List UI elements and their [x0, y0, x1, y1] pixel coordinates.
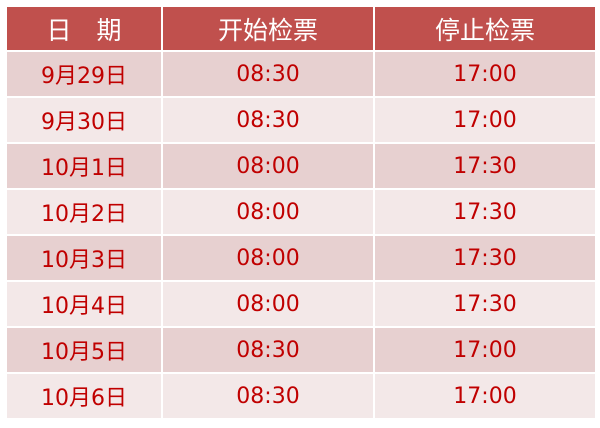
- table-row: 10月4日 08:00 17:30: [7, 282, 595, 328]
- table-row: 9月30日 08:30 17:00: [7, 98, 595, 144]
- header-stop-check: 停止检票: [375, 7, 595, 52]
- stop-time-cell: 17:30: [375, 236, 595, 282]
- start-time-cell: 08:30: [163, 52, 375, 98]
- start-time-cell: 08:00: [163, 282, 375, 328]
- date-cell: 10月4日: [7, 282, 163, 328]
- header-row: 日 期 开始检票 停止检票: [7, 7, 595, 52]
- start-time-cell: 08:00: [163, 144, 375, 190]
- table-row: 10月1日 08:00 17:30: [7, 144, 595, 190]
- date-cell: 9月30日: [7, 98, 163, 144]
- stop-time-cell: 17:30: [375, 144, 595, 190]
- stop-time-cell: 17:30: [375, 190, 595, 236]
- stop-time-cell: 17:30: [375, 282, 595, 328]
- stop-time-cell: 17:00: [375, 98, 595, 144]
- start-time-cell: 08:00: [163, 190, 375, 236]
- header-date: 日 期: [7, 7, 163, 52]
- table-row: 9月29日 08:30 17:00: [7, 52, 595, 98]
- table-row: 10月6日 08:30 17:00: [7, 374, 595, 420]
- start-time-cell: 08:30: [163, 98, 375, 144]
- table-row: 10月3日 08:00 17:30: [7, 236, 595, 282]
- date-cell: 10月1日: [7, 144, 163, 190]
- stop-time-cell: 17:00: [375, 374, 595, 420]
- header-start-check: 开始检票: [163, 7, 375, 52]
- date-cell: 10月5日: [7, 328, 163, 374]
- date-cell: 9月29日: [7, 52, 163, 98]
- stop-time-cell: 17:00: [375, 52, 595, 98]
- date-cell: 10月3日: [7, 236, 163, 282]
- start-time-cell: 08:30: [163, 328, 375, 374]
- table-row: 10月5日 08:30 17:00: [7, 328, 595, 374]
- start-time-cell: 08:30: [163, 374, 375, 420]
- table-row: 10月2日 08:00 17:30: [7, 190, 595, 236]
- date-cell: 10月6日: [7, 374, 163, 420]
- stop-time-cell: 17:00: [375, 328, 595, 374]
- date-cell: 10月2日: [7, 190, 163, 236]
- start-time-cell: 08:00: [163, 236, 375, 282]
- ticket-check-schedule-table: 日 期 开始检票 停止检票 9月29日 08:30 17:00 9月30日 08:30 1…: [7, 7, 595, 420]
